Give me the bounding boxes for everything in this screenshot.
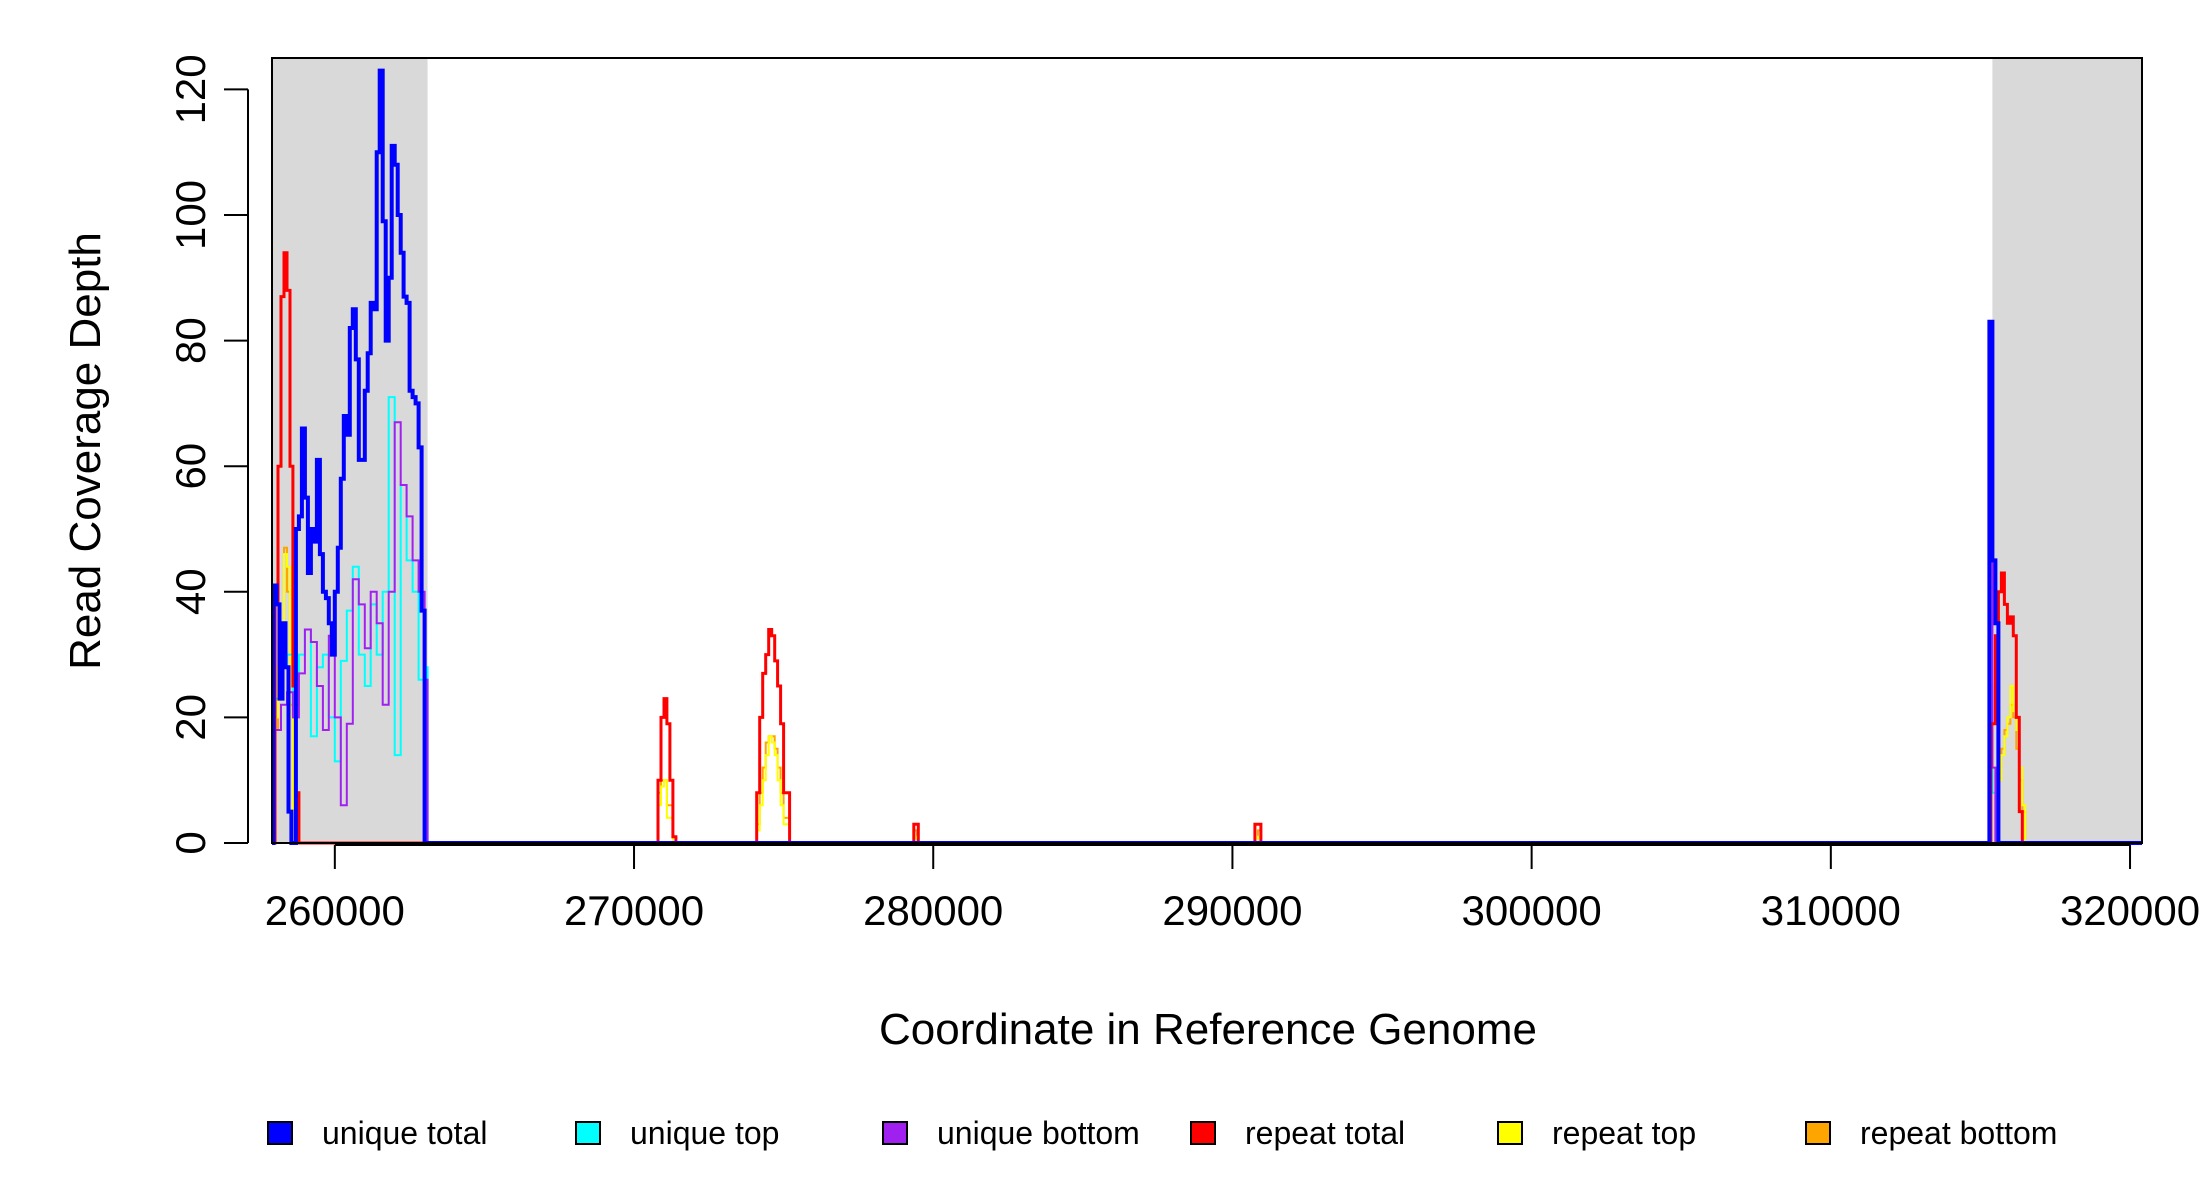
- y-tick-label-60: 60: [167, 443, 214, 490]
- y-tick-label-100: 100: [167, 180, 214, 250]
- x-axis: 260000 270000 280000 290000 300000 310000 3200…: [265, 844, 2200, 934]
- series-line-repeat-bottom: [272, 546, 2142, 844]
- x-tick-label-300000: 300000: [1462, 887, 1602, 934]
- y-tick-label-80: 80: [167, 317, 214, 364]
- y-tick-label-20: 20: [167, 694, 214, 741]
- x-tick-label-290000: 290000: [1162, 887, 1302, 934]
- legend-swatch-unique-bottom: [882, 1121, 908, 1145]
- y-tick-label-120: 120: [167, 54, 214, 124]
- series-line-repeat-top: [272, 553, 2142, 844]
- x-axis-title: Coordinate in Reference Genome: [879, 1005, 1537, 1054]
- series-line-repeat-total: [272, 251, 2142, 845]
- y-tick-label-0: 0: [167, 831, 214, 854]
- x-tick-label-270000: 270000: [564, 887, 704, 934]
- shaded-regions: [272, 58, 2142, 843]
- series-lines: [271, 68, 2142, 845]
- x-tick-label-320000: 320000: [2060, 887, 2200, 934]
- legend-label-unique-total: unique total: [322, 1115, 487, 1151]
- legend-label-repeat-total: repeat total: [1245, 1115, 1405, 1151]
- x-tick-label-260000: 260000: [265, 887, 405, 934]
- legend-label-repeat-top: repeat top: [1552, 1115, 1696, 1151]
- x-tick-label-280000: 280000: [863, 887, 1003, 934]
- y-axis-title: Read Coverage Depth: [61, 232, 110, 670]
- legend-swatch-unique-top: [575, 1121, 601, 1145]
- shaded-region-2: [1992, 58, 2142, 843]
- plot-frame: [271, 57, 2143, 844]
- legend-swatch-repeat-bottom: [1805, 1121, 1831, 1145]
- legend-label-unique-top: unique top: [630, 1115, 779, 1151]
- x-tick-label-310000: 310000: [1761, 887, 1901, 934]
- legend: unique total unique top unique bottom repea…: [267, 1115, 2057, 1151]
- y-tick-label-40: 40: [167, 568, 214, 615]
- legend-swatch-repeat-total: [1190, 1121, 1216, 1145]
- legend-swatch-unique-total: [267, 1121, 293, 1145]
- series-line-unique-total: [271, 68, 2142, 845]
- legend-label-repeat-bottom: repeat bottom: [1860, 1115, 2057, 1151]
- legend-swatch-repeat-top: [1497, 1121, 1523, 1145]
- series-line-unique-bottom: [272, 421, 2142, 844]
- y-axis: 0 20 40 60 80 100 120: [167, 54, 249, 855]
- series-line-unique-top: [272, 396, 2142, 844]
- legend-label-unique-bottom: unique bottom: [937, 1115, 1140, 1151]
